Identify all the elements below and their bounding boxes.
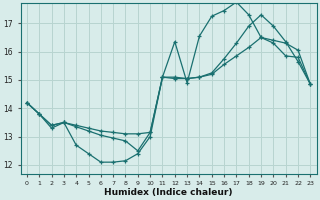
X-axis label: Humidex (Indice chaleur): Humidex (Indice chaleur) [104,188,233,197]
